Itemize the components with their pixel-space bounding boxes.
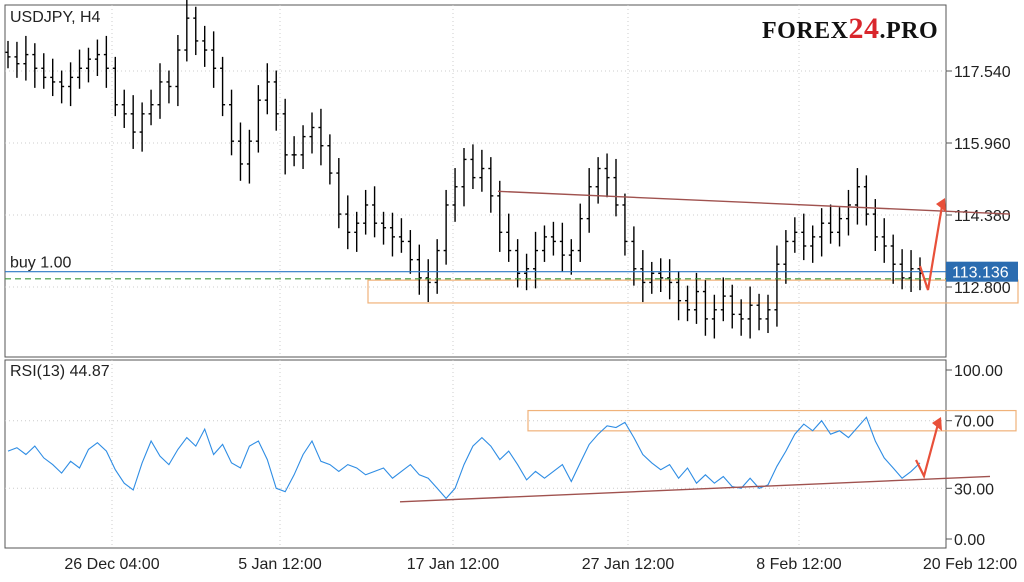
- x-tick-label: 26 Dec 04:00: [64, 556, 159, 573]
- logo-suffix: .PRO: [879, 18, 939, 44]
- rsi-support-trendline: [399, 475, 991, 503]
- logo-prefix: FOREX: [762, 18, 849, 44]
- forex24-logo: FOREX24.PRO: [762, 12, 938, 46]
- price-tick-label: 112.800: [954, 280, 1011, 297]
- rsi-line: [7, 416, 921, 500]
- price-arrow-head: [936, 198, 946, 212]
- rsi-tick-label: 100.00: [954, 363, 1003, 380]
- overbought-zone: [527, 409, 1017, 432]
- price-chart-title: USDJPY, H4: [10, 9, 101, 26]
- support-zone: [367, 279, 1019, 304]
- current-price-label: 113.136: [952, 265, 1009, 282]
- rsi-arrow-path: [915, 423, 940, 480]
- x-tick-label: 27 Jan 12:00: [582, 556, 675, 573]
- rsi-forecast-arrow: [915, 417, 942, 480]
- rsi-arrow-head: [932, 417, 942, 431]
- x-tick-label: 20 Feb 12:00: [923, 556, 1017, 573]
- price-forecast-arrow: [918, 198, 946, 291]
- current-price-tag: [946, 261, 1018, 282]
- x-tick-label: 8 Feb 12:00: [756, 556, 842, 573]
- logo-number: 24: [848, 12, 880, 45]
- price-tick-label: 117.540: [954, 64, 1011, 81]
- rsi-chart-title: RSI(13) 44.87: [10, 363, 110, 380]
- rsi-tick-label: 30.00: [954, 481, 994, 498]
- price-tick-label: 114.380: [954, 208, 1011, 225]
- rsi-tick-label: 0.00: [954, 532, 985, 549]
- x-tick-label: 17 Jan 12:00: [407, 556, 500, 573]
- rsi-tick-label: 70.00: [954, 414, 994, 431]
- price-pane-frame: [4, 4, 947, 358]
- price-tick-label: 115.960: [954, 136, 1011, 153]
- buy-order-label: buy 1.00: [10, 255, 71, 272]
- rsi-pane-frame: [4, 359, 947, 549]
- x-tick-label: 5 Jan 12:00: [238, 556, 322, 573]
- resistance-trendline: [497, 190, 1011, 215]
- price-arrow-path: [918, 205, 944, 291]
- candles-group: [5, 0, 923, 339]
